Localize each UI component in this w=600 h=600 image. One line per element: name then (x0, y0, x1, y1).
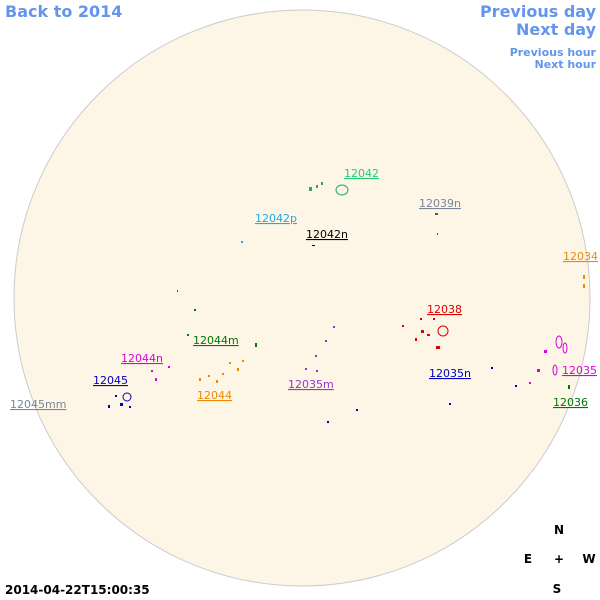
compass-center: + (554, 552, 564, 566)
region-label[interactable]: 12044m (193, 334, 239, 347)
region-label[interactable]: 12044 (197, 389, 232, 402)
region-label[interactable]: 12035m (288, 378, 334, 391)
previous-day-link[interactable]: Previous day (480, 2, 597, 21)
region-labels: 12042 12039n 12042p 12042n 12034 12038 1… (10, 167, 598, 411)
compass-north: N (554, 523, 564, 537)
region-label[interactable]: 12035 (562, 364, 597, 377)
region-label[interactable]: 12044n (121, 352, 163, 365)
region-label[interactable]: 12036 (553, 396, 588, 409)
previous-hour-link[interactable]: Previous hour (510, 46, 597, 59)
back-link[interactable]: Back to 2014 (5, 2, 122, 21)
region-label[interactable]: 12038 (427, 303, 462, 316)
region-label[interactable]: 12045mm (10, 398, 66, 411)
next-day-link[interactable]: Next day (516, 20, 597, 39)
region-label[interactable]: 12039n (419, 197, 461, 210)
region-label[interactable]: 12034 (563, 250, 598, 263)
sunspots (108, 182, 585, 423)
next-hour-link[interactable]: Next hour (535, 58, 597, 71)
compass: N E + W S (524, 523, 596, 596)
region-label[interactable]: 12042p (255, 212, 297, 225)
compass-south: S (553, 582, 562, 596)
timestamp: 2014-04-22T15:00:35 (5, 583, 150, 597)
region-label[interactable]: 12045 (93, 374, 128, 387)
region-label[interactable]: 12042n (306, 228, 348, 241)
region-label[interactable]: 12042 (344, 167, 379, 180)
region-label[interactable]: 12035n (429, 367, 471, 380)
solar-disk (13, 9, 591, 587)
navigation: Back to 2014 Previous day Next day Previ… (5, 2, 597, 71)
compass-west: W (582, 552, 595, 566)
compass-east: E (524, 552, 532, 566)
